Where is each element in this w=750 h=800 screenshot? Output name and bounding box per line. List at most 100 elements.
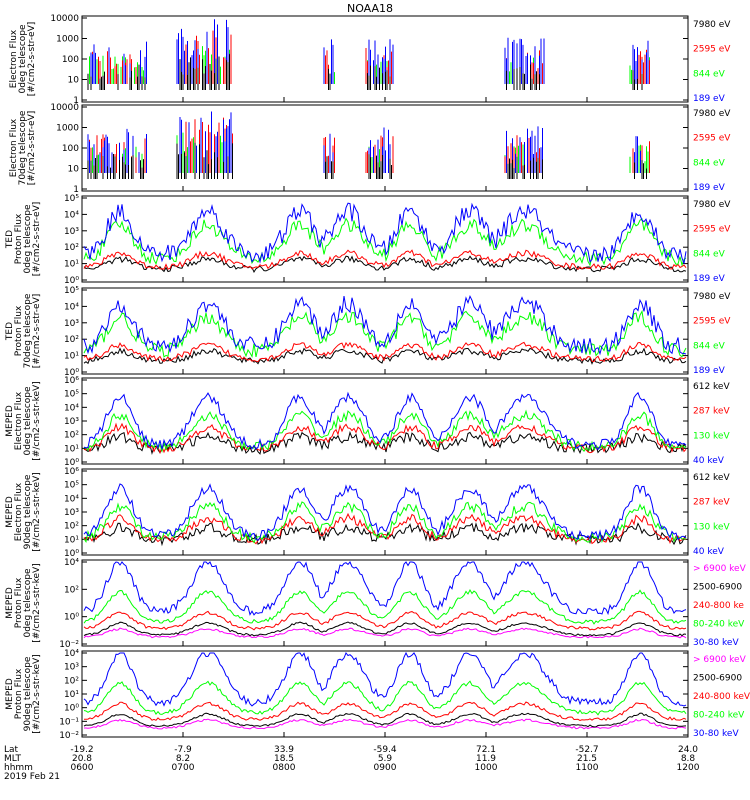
y-tick-label: 10000: [50, 103, 79, 113]
x-row-label: MLT: [4, 754, 22, 764]
trace-red: [83, 249, 687, 271]
x-tick-label: 0700: [172, 763, 195, 773]
figure-title: NOAA18: [347, 2, 393, 15]
y-axis-label: Proton Flux: [14, 213, 24, 264]
x-tick-label: 1000: [475, 763, 498, 773]
y-axis-label: [#/cm2-s-str-eV]: [27, 111, 37, 186]
trace-green: [83, 501, 687, 544]
legend-entry: 612 keV: [693, 382, 730, 392]
y-tick-label: 10¹: [64, 535, 79, 545]
legend-entry: 30-80 keV: [693, 729, 739, 739]
y-axis-label: Electron Flux: [14, 482, 24, 541]
traces: [87, 19, 650, 90]
trace-red: [83, 512, 687, 545]
y-tick-label: 10⁵: [64, 286, 79, 296]
y-tick-label: 10²: [64, 335, 79, 345]
y-axis-label: [#/cm2-s-str-keV]: [32, 472, 42, 551]
trace-magenta: [83, 627, 687, 639]
y-tick-label: 10³: [64, 663, 79, 673]
legend-entry: 189 eV: [693, 366, 726, 376]
y-tick-label: 10³: [64, 227, 79, 237]
trace-blue: [87, 111, 641, 173]
y-tick-label: 10⁰: [64, 368, 79, 378]
x-tick-label: -52.7: [575, 745, 598, 755]
panel-frame: [81, 104, 689, 192]
panel-4: 10⁰ 10¹ 10² 10³ 10⁴ 10⁵ TED Proton Flux 70deg te…: [5, 286, 731, 378]
x-tick-label: 0900: [374, 763, 397, 773]
trace-red: [84, 701, 687, 722]
y-axis-label: 90deg telescope: [23, 656, 33, 731]
trace-green: [83, 409, 687, 454]
trace-black: [83, 712, 687, 728]
panel-1: 1 10 100 1000 10000 Electron Flux 0deg telesco…: [9, 14, 731, 106]
x-tick-label: 8.2: [176, 754, 190, 764]
legend-entry: 189 eV: [693, 94, 726, 104]
y-tick-label: 10⁶: [64, 376, 79, 386]
x-axis-annotations: LatMLThhmm-19.220.80600-7.98.2070033.918…: [4, 97, 700, 782]
y-axis-label: TED: [5, 230, 15, 249]
traces: [87, 111, 650, 179]
x-tick-label: -59.4: [373, 745, 397, 755]
legend-entry: 30-80 keV: [693, 638, 739, 648]
legend-entry: 80-240 keV: [693, 620, 745, 630]
trace-red: [83, 341, 687, 363]
traces: [83, 391, 687, 456]
y-tick-label: 10⁰: [64, 276, 79, 286]
x-tick-label: 18.5: [274, 754, 294, 764]
x-tick-label: 8.8: [681, 754, 696, 764]
trace-blue: [90, 19, 649, 84]
legend-entry: 130 keV: [693, 522, 730, 532]
traces: [83, 294, 687, 365]
panel-frame: [81, 559, 689, 647]
trace-magenta: [84, 718, 687, 730]
y-tick-label: 10⁴: [64, 649, 79, 659]
x-tick-label: 11.9: [476, 754, 496, 764]
x-tick-label: 20.8: [72, 754, 92, 764]
legend-entry: 2500-6900: [693, 674, 742, 684]
y-axis-label: Proton Flux: [14, 577, 24, 628]
y-axis-label: [#/cm2-s-str-keV]: [32, 563, 42, 642]
legend-entry: 240-800 ke: [693, 601, 744, 611]
y-axis-label: [#/cm2-s-str-keV]: [32, 654, 42, 733]
traces: [83, 202, 687, 273]
legend-entry: 844 eV: [693, 341, 726, 351]
y-tick-label: 10¹: [64, 260, 79, 270]
y-tick-label: 10⁴: [64, 403, 79, 413]
trace-blue: [83, 294, 687, 356]
legend-entry: 2595 eV: [693, 225, 731, 235]
y-axis-label: [#/cm2-s-str-keV]: [32, 381, 42, 460]
y-tick-label: 10²: [64, 522, 79, 532]
x-tick-label: -7.9: [174, 745, 192, 755]
y-tick-label: 10³: [64, 319, 79, 329]
y-tick-label: 10²: [64, 243, 79, 253]
y-tick-label: 10⁵: [64, 481, 79, 491]
y-tick-label: 10⁻¹: [59, 717, 79, 727]
panel-frame: [81, 468, 689, 556]
trace-blue: [83, 651, 687, 707]
legend-entry: 189 eV: [693, 183, 726, 193]
y-axis-label: 0deg telescope: [18, 24, 28, 94]
y-tick-label: 10⁻²: [59, 640, 79, 650]
legend-entry: 189 eV: [693, 274, 726, 284]
y-axis-label: 0deg telescope: [23, 204, 33, 274]
traces: [83, 483, 687, 547]
panel-8: 10⁻² 10⁻¹ 10⁰ 10¹ 10² 10³ 10⁴ MEPED Proton Flux 9…: [5, 649, 750, 741]
y-axis-label: 0deg telescope: [23, 386, 33, 456]
y-tick-label: 10: [68, 76, 80, 86]
legend-entry: 612 keV: [693, 473, 730, 483]
legend-entry: 2595 eV: [693, 134, 731, 144]
panel-5: 10⁰ 10¹ 10² 10³ 10⁴ 10⁵ 10⁶ MEPED Electron Flux 0…: [5, 376, 730, 468]
y-tick-label: 1: [73, 96, 79, 106]
y-tick-label: 10⁰: [64, 549, 79, 559]
y-axis-label: 90deg telescope: [23, 474, 33, 549]
trace-green: [83, 217, 687, 267]
trace-black: [87, 54, 643, 90]
legend-entry: 844 eV: [693, 158, 726, 168]
trace-red: [83, 610, 687, 631]
x-tick-label: 21.5: [577, 754, 597, 764]
legend-entry: 80-240 keV: [693, 711, 745, 721]
legend-entry: 287 keV: [693, 407, 730, 417]
y-tick-label: 10²: [64, 431, 79, 441]
y-tick-label: 100: [62, 144, 79, 154]
y-tick-label: 1000: [56, 124, 79, 134]
